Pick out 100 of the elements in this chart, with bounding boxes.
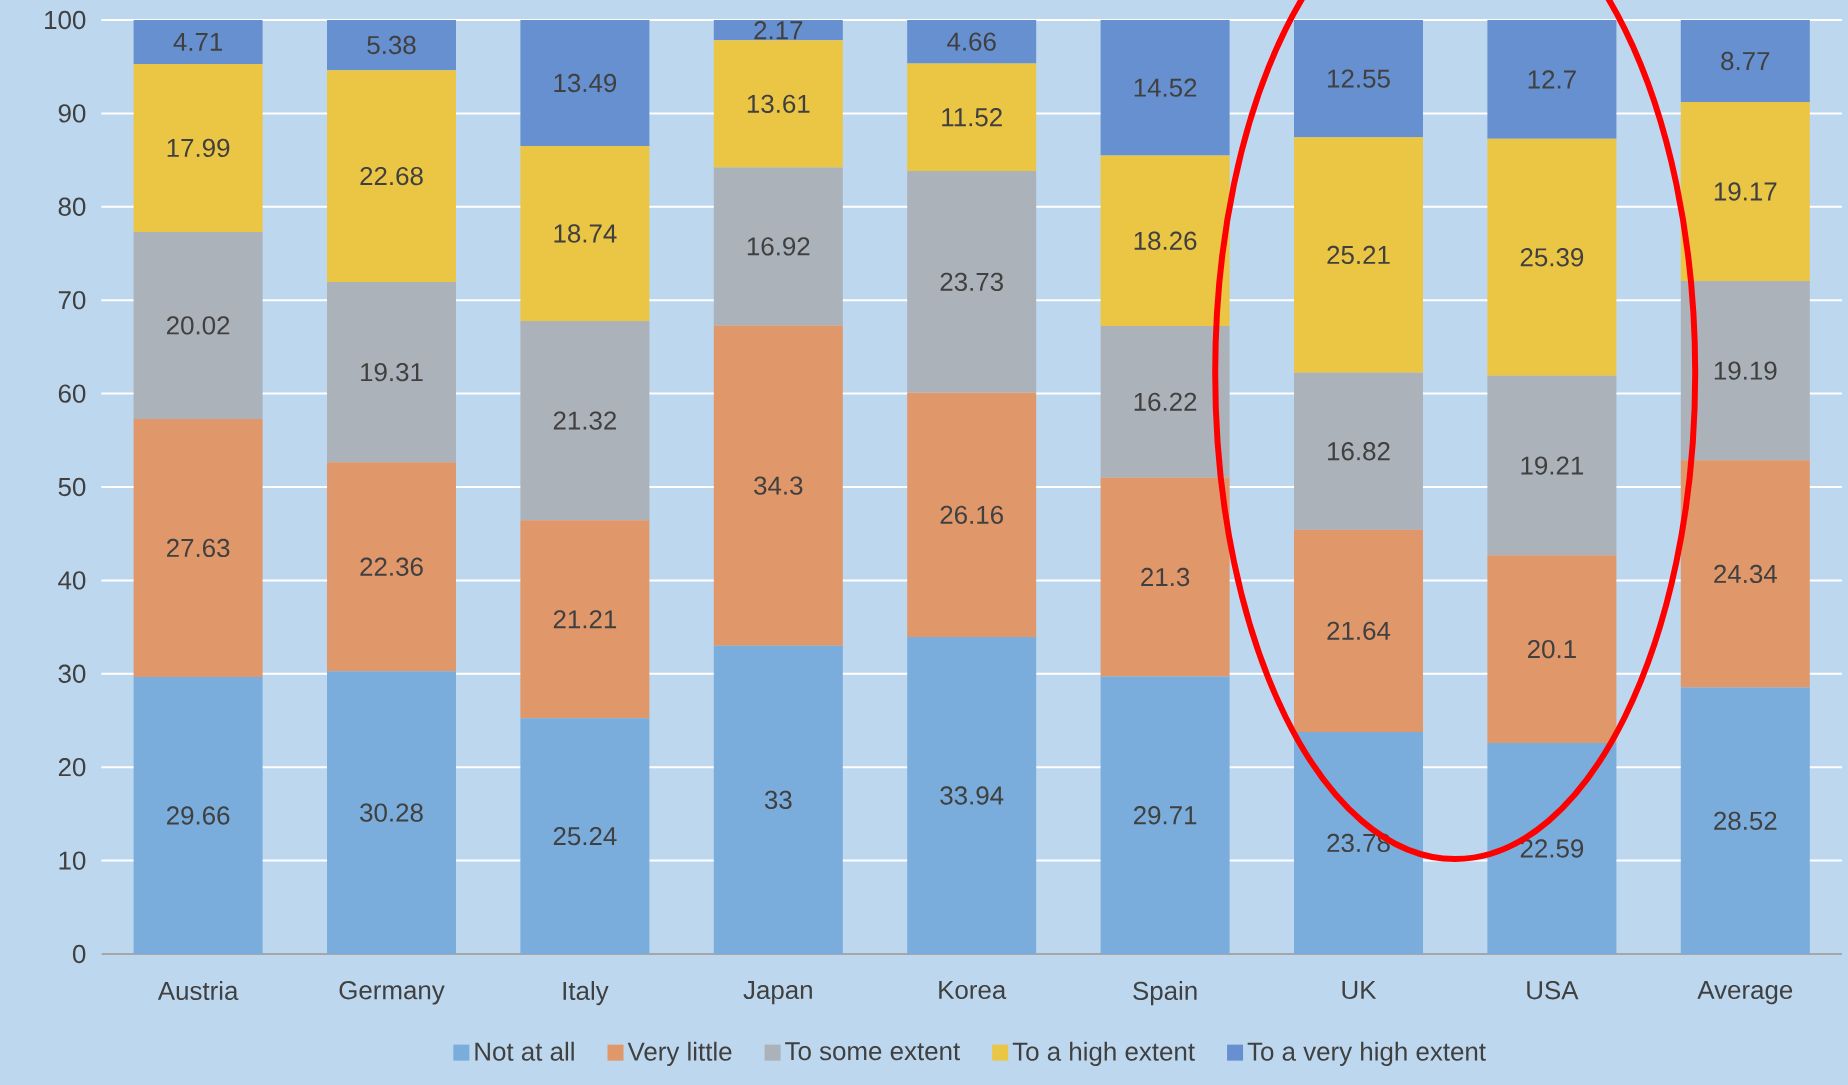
bar: [713, 645, 843, 954]
bar: [520, 145, 650, 322]
x-tick-label: USA: [1527, 981, 1579, 1000]
data-label: 25.39: [1520, 248, 1584, 267]
y-tick-label: 40: [58, 571, 86, 590]
bar: [713, 167, 843, 326]
bar: [327, 462, 456, 672]
legend-label: To a very high extent: [1247, 1041, 1486, 1066]
legend-label: To a high extent: [1012, 1041, 1195, 1066]
bar: [907, 392, 1037, 637]
y-tick-label: 20: [58, 758, 86, 777]
bar: [1680, 281, 1810, 461]
data-label: 4.66: [947, 32, 996, 51]
legend-label: To some extent: [785, 1042, 960, 1061]
y-tick-label: 100: [45, 10, 86, 30]
data-label: 18.74: [554, 224, 617, 243]
bar: [1100, 19, 1230, 156]
data-label: 29.66: [167, 806, 230, 825]
data-label: 23.73: [940, 272, 1003, 292]
bar: [1100, 676, 1230, 954]
data-label: 21.3: [1141, 567, 1190, 587]
data-label: 4.71: [173, 32, 223, 51]
bar: [1487, 138, 1617, 376]
data-label: 22.59: [1520, 839, 1584, 858]
y-tick-label: 10: [59, 851, 86, 870]
data-label: 21.21: [553, 610, 617, 629]
data-label: 33.94: [940, 786, 1004, 805]
bar: [1487, 743, 1617, 954]
bar: [907, 63, 1037, 172]
data-label: 16.92: [747, 237, 810, 256]
bar: [1680, 460, 1810, 688]
bar: [713, 40, 843, 168]
data-label: 21.64: [1327, 621, 1391, 640]
bar: [713, 19, 843, 41]
x-tick-label: Average: [1697, 981, 1793, 1005]
data-label: 26.16: [940, 505, 1003, 524]
data-label: 29.71: [1134, 806, 1197, 825]
x-tick-label: Germany: [339, 981, 445, 1005]
bar: [133, 676, 263, 954]
data-label: 25.24: [553, 826, 617, 846]
data-label: 28.52: [1714, 811, 1777, 830]
bar: [1680, 102, 1810, 282]
bar: [520, 718, 650, 954]
data-label: 25.21: [1327, 245, 1390, 265]
bar: [327, 671, 456, 954]
bar: [1100, 477, 1230, 677]
y-tick-label: 0: [72, 944, 86, 964]
data-label: 30.28: [360, 803, 423, 822]
bar: [1294, 372, 1423, 530]
data-label: 27.63: [167, 538, 230, 558]
y-tick-label: 90: [58, 104, 86, 123]
bar: [520, 321, 650, 521]
y-tick-label: 80: [58, 197, 86, 216]
data-label: 19.17: [1714, 182, 1777, 201]
data-label: 22.68: [360, 166, 423, 186]
data-label: 24.34: [1714, 564, 1777, 584]
data-label: 2.17: [754, 21, 803, 40]
data-label: 8.77: [1721, 51, 1770, 71]
data-label: 13.61: [747, 94, 810, 113]
x-tick-label: Japan: [743, 981, 812, 1005]
bar: [1294, 731, 1423, 954]
bar: [133, 19, 263, 64]
bar: [1680, 687, 1810, 954]
bar: [520, 520, 650, 719]
bar: [1100, 155, 1230, 327]
data-label: 19.31: [361, 362, 423, 382]
x-tick-label: Austria: [157, 981, 239, 1001]
bar: [133, 418, 263, 677]
data-label: 19.21: [1521, 456, 1584, 475]
data-label: 34.3: [754, 476, 803, 495]
bar: [1680, 20, 1810, 102]
x-tick-label: UK: [1342, 981, 1377, 1000]
y-tick-label: 70: [58, 291, 86, 310]
bar: [907, 19, 1037, 64]
bar: [327, 70, 456, 282]
y-tick-label: 30: [58, 664, 86, 683]
data-label: 16.82: [1328, 442, 1390, 461]
data-label: 5.38: [367, 35, 416, 55]
bar: [327, 281, 456, 463]
legend-label: Very little: [627, 1041, 732, 1066]
data-label: 17.99: [167, 138, 230, 158]
bar: [1294, 529, 1423, 732]
data-label: 14.52: [1134, 78, 1197, 97]
bar: [1487, 20, 1617, 139]
data-label: 12.7: [1528, 70, 1576, 89]
x-tick-label: Spain: [1133, 981, 1197, 1006]
bar: [907, 637, 1037, 954]
data-label: 11.52: [942, 108, 1002, 127]
bar: [133, 231, 263, 419]
data-label: 33: [764, 790, 792, 810]
data-label: 22.36: [360, 557, 423, 576]
y-tick-label: 60: [58, 384, 86, 403]
data-label: 16.22: [1134, 392, 1197, 411]
data-label: 20.02: [167, 316, 230, 335]
data-label: 12.55: [1328, 69, 1390, 88]
bar: [1294, 19, 1423, 138]
legend-label: Not at all: [475, 1041, 574, 1061]
bar: [1294, 137, 1423, 373]
data-label: 13.49: [554, 73, 617, 93]
bar: [133, 63, 263, 232]
